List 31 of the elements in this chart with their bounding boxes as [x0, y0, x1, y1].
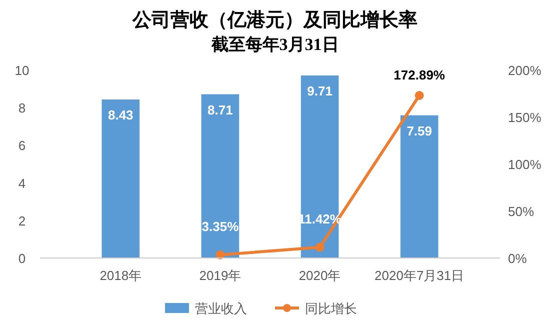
data-label: 7.59	[406, 123, 432, 138]
bar	[102, 100, 140, 258]
y2-tick-label: 150%	[508, 110, 542, 125]
y-tick-label: 0	[18, 251, 26, 266]
x-tick-label: 2020年7月31日	[374, 268, 464, 283]
data-label: 172.89%	[394, 67, 446, 82]
y-tick-label: 4	[18, 176, 26, 191]
legend-label: 同比增长	[305, 301, 357, 316]
y-tick-label: 8	[18, 100, 26, 116]
data-label: 8.43	[108, 108, 134, 123]
y2-tick-label: 0%	[508, 251, 528, 266]
x-tick-label: 2019年	[199, 268, 242, 283]
data-label: 8.71	[208, 102, 233, 118]
legend-label: 营业收入	[195, 301, 247, 316]
y-tick-label: 6	[18, 138, 26, 154]
x-tick-label: 2020年	[298, 268, 341, 283]
chart-title: 公司营收（亿港元）及同比增长率	[132, 9, 418, 31]
point	[414, 90, 424, 100]
x-tick-label: 2018年	[100, 268, 142, 283]
data-label: 3.35%	[202, 218, 240, 234]
y-tick-label: 2	[18, 213, 26, 228]
point	[315, 242, 324, 252]
bar	[300, 75, 339, 258]
bar	[201, 94, 240, 258]
chart-subtitle: 截至每年3月31日	[210, 35, 339, 54]
bar	[400, 115, 438, 258]
y2-tick-label: 100%	[508, 157, 542, 172]
y2-tick-label: 200%	[508, 63, 542, 78]
data-label: 9.71	[307, 83, 332, 98]
y2-tick-label: 50%	[508, 204, 534, 219]
y-tick-label: 10	[14, 63, 30, 78]
